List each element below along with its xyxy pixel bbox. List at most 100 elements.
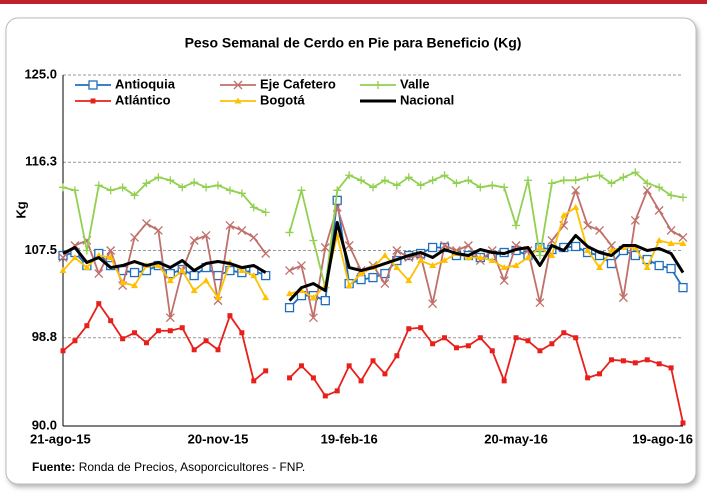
marker [90,98,96,104]
marker [571,241,581,252]
marker [572,203,580,210]
marker [406,326,412,332]
marker [189,236,199,245]
marker [106,246,116,255]
marker [357,270,365,277]
marker [262,294,270,301]
marker [571,176,580,185]
marker [225,186,234,195]
legend-label: Valle [400,76,430,91]
marker [536,243,544,250]
marker [596,264,604,271]
marker [60,348,66,354]
marker [249,203,258,212]
marker [417,257,425,264]
marker [597,371,603,377]
marker [525,338,531,344]
marker [548,252,556,259]
marker [678,233,688,242]
marker [370,358,376,364]
marker [547,179,556,188]
marker [167,328,173,334]
marker [654,205,664,215]
marker [154,262,162,269]
marker [429,262,437,269]
marker [381,252,389,259]
marker [464,176,473,185]
marker [214,294,222,301]
marker [155,328,161,334]
marker [524,176,532,185]
marker [234,97,242,104]
legend-label: Antioquia [115,76,176,91]
marker [595,225,604,235]
marker [680,420,686,426]
marker [655,183,664,192]
marker [668,365,674,371]
marker [239,330,245,336]
marker [287,375,293,381]
marker [631,168,640,177]
y-tick-label: 125.0 [24,66,57,81]
marker [297,261,306,271]
marker [284,303,295,313]
marker [346,363,352,369]
marker [667,239,675,246]
marker [679,239,687,246]
marker [418,325,424,331]
marker [524,254,532,261]
marker [452,179,461,188]
marker [477,335,483,341]
x-tick-label: 20-may-16 [484,431,548,446]
chart-title: Peso Semanal de Cerdo en Pie para Benefi… [185,35,522,51]
marker [512,221,521,230]
marker [656,361,662,367]
marker [430,341,436,347]
marker [357,176,366,185]
marker [512,262,520,269]
marker [94,269,104,279]
marker [405,277,413,284]
marker [416,181,425,190]
marker [190,178,199,187]
x-tick-label: 19-feb-16 [321,431,378,446]
marker [393,264,401,271]
marker [309,294,317,301]
marker [620,358,626,364]
marker [333,186,342,195]
marker [225,220,235,230]
marker [500,264,508,271]
marker [644,357,650,363]
marker [94,181,103,190]
marker [297,186,306,195]
marker [320,243,330,252]
marker [72,338,78,344]
marker [106,186,115,195]
marker [143,340,149,346]
marker [70,186,79,195]
marker [382,371,388,377]
marker [618,293,628,303]
marker [463,241,473,250]
marker [345,282,353,289]
marker [394,353,400,359]
marker [465,343,471,349]
marker [392,246,402,255]
marker [535,298,545,308]
marker [678,282,688,293]
marker [642,185,652,195]
marker [608,357,614,363]
marker [108,318,114,324]
marker [488,257,496,264]
marker [537,348,543,354]
series [62,220,685,302]
marker [165,313,175,323]
marker [59,183,67,192]
marker [130,233,139,242]
marker [214,181,222,190]
marker [368,272,378,283]
marker [476,183,485,192]
marker [607,241,616,250]
marker [119,279,127,286]
